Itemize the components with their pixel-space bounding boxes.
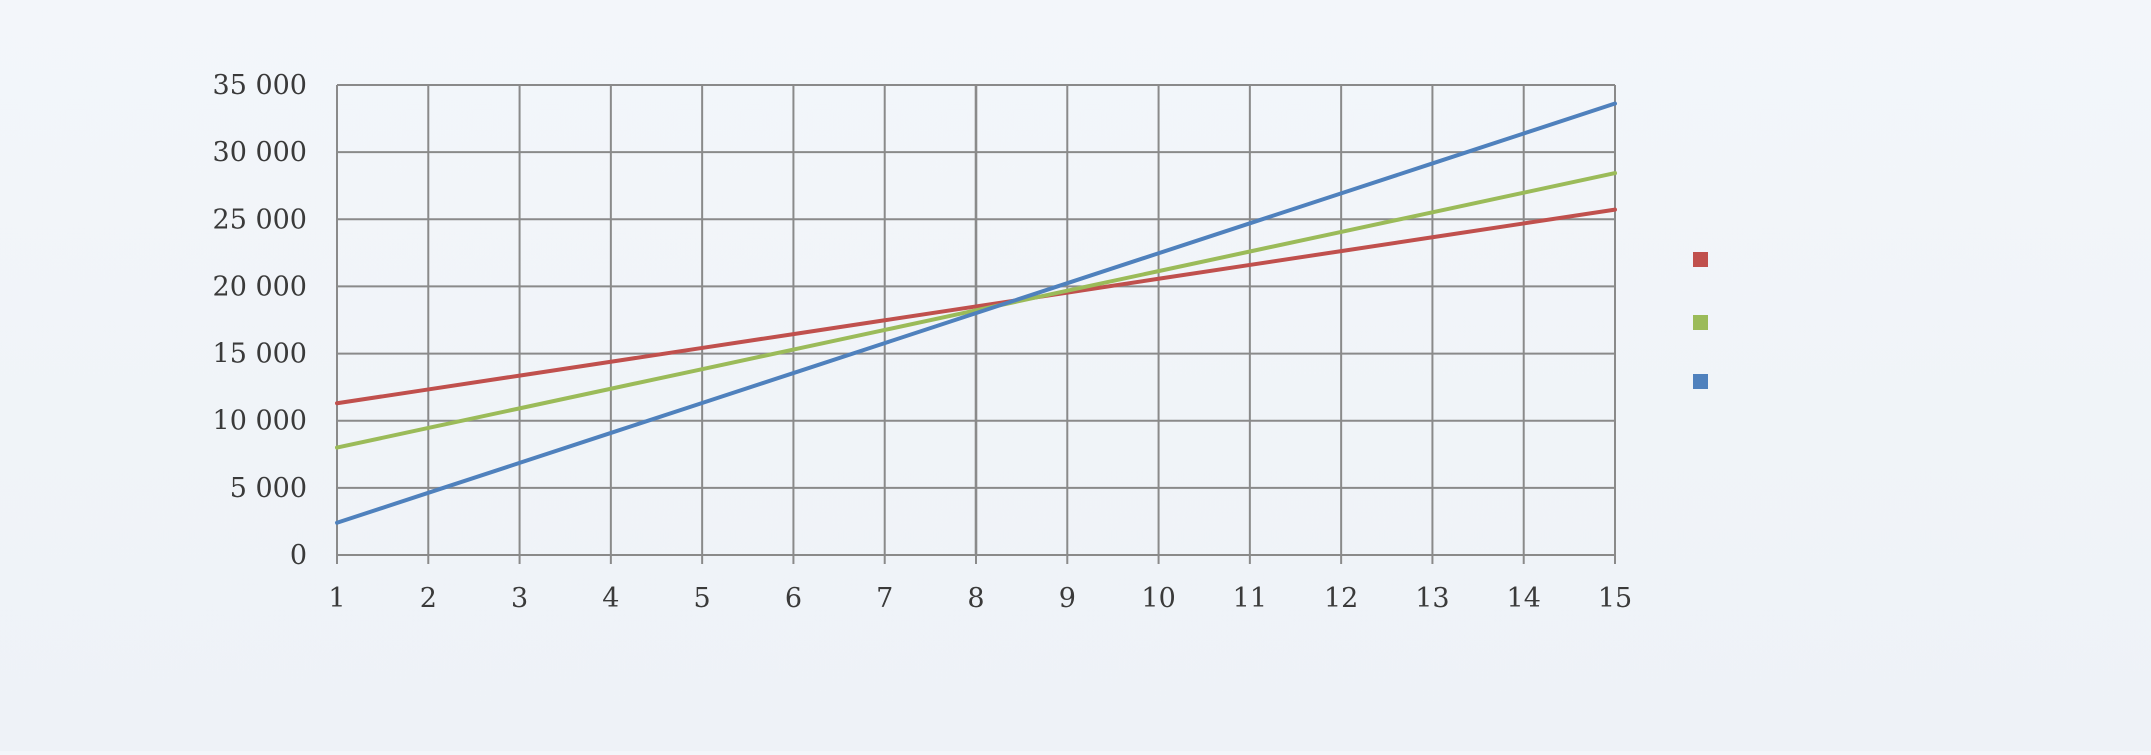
y-tick-label: 30 000	[213, 137, 307, 168]
x-tick-label: 3	[511, 583, 528, 614]
x-tick-label: 12	[1324, 583, 1358, 614]
x-tick-label: 8	[967, 583, 984, 614]
x-tick-label: 13	[1415, 583, 1449, 614]
y-tick-label: 15 000	[213, 339, 307, 370]
y-tick-label: 25 000	[213, 204, 307, 235]
x-tick-label: 2	[420, 583, 437, 614]
x-tick-label: 7	[876, 583, 893, 614]
grid	[336, 84, 1616, 564]
legend	[1693, 252, 1708, 389]
y-tick-label: 35 000	[213, 70, 307, 101]
series-lines	[335, 101, 1617, 525]
y-tick-label: 5 000	[230, 473, 307, 504]
x-tick-label: 11	[1233, 583, 1267, 614]
x-tick-label: 5	[694, 583, 711, 614]
series-line-3	[335, 101, 1617, 525]
x-tick-label: 6	[785, 583, 802, 614]
x-axis-tick-labels: 1 2 3 4 5 6 7 8 9 10 11 12 13 14 15	[328, 583, 1632, 614]
x-tick-label: 4	[602, 583, 619, 614]
y-tick-label: 10 000	[213, 406, 307, 437]
x-tick-label: 9	[1059, 583, 1076, 614]
x-tick-label: 14	[1507, 583, 1541, 614]
y-tick-label: 20 000	[213, 271, 307, 302]
series-line-2	[335, 171, 1617, 450]
x-tick-label: 15	[1598, 583, 1632, 614]
legend-marker-3	[1693, 374, 1708, 389]
y-axis-tick-labels: 0 5 000 10 000 15 000 20 000 25 000 30 000 35 0…	[213, 70, 307, 571]
legend-marker-1	[1693, 252, 1708, 267]
y-tick-label: 0	[290, 540, 307, 571]
series-line-1	[335, 207, 1617, 406]
x-tick-label: 10	[1141, 583, 1175, 614]
x-tick-label: 1	[328, 583, 345, 614]
legend-marker-2	[1693, 315, 1708, 330]
